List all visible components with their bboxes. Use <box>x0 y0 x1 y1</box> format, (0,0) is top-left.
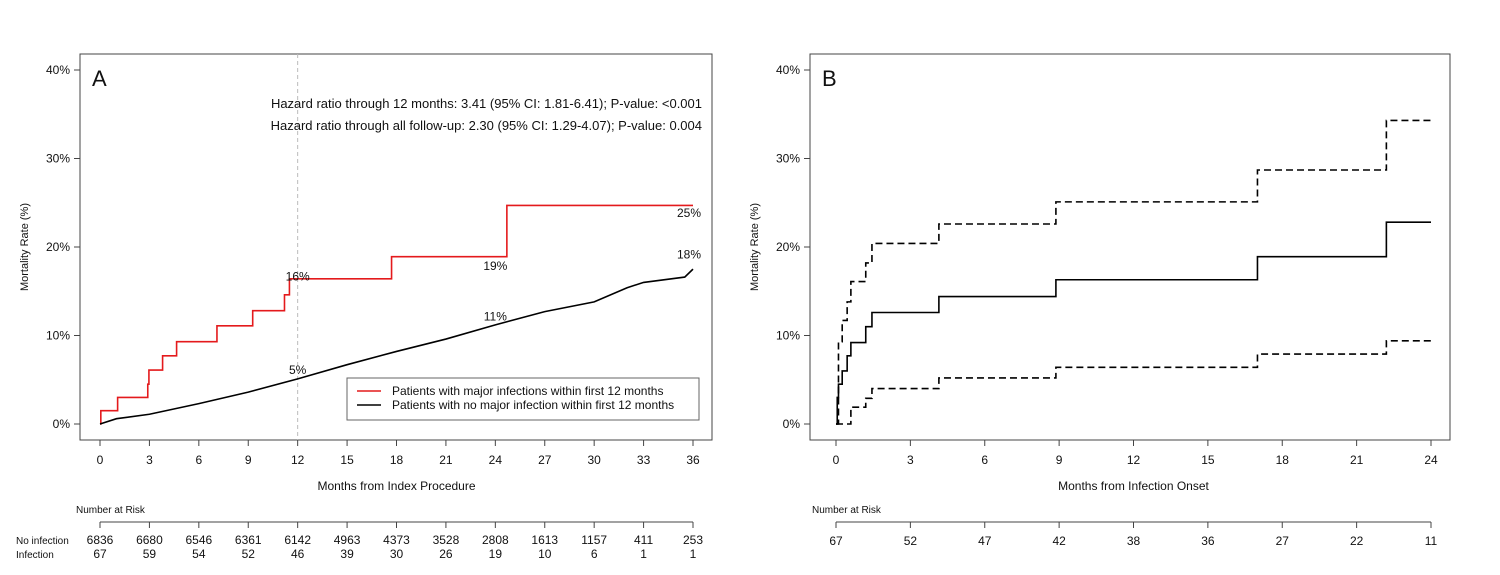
risk-value: 6680 <box>136 533 163 547</box>
risk-value: 38 <box>1127 534 1141 548</box>
x-tick-label: 21 <box>1350 453 1364 467</box>
risk-value: 253 <box>683 533 703 547</box>
risk-value: 1157 <box>581 533 607 547</box>
risk-row-label: No infection <box>16 536 69 547</box>
point-label: 18% <box>677 248 701 262</box>
risk-value: 6142 <box>284 533 311 547</box>
risk-value: 4373 <box>383 533 410 547</box>
x-tick-label: 3 <box>146 453 153 467</box>
risk-value: 411 <box>634 533 653 547</box>
risk-value: 1 <box>640 547 647 561</box>
risk-value: 52 <box>904 534 918 548</box>
y-axis-label: Mortality Rate (%) <box>19 203 31 291</box>
risk-value: 6361 <box>235 533 262 547</box>
x-axis-label: Months from Index Procedure <box>317 479 475 493</box>
risk-value: 52 <box>242 547 256 561</box>
x-tick-label: 6 <box>981 453 988 467</box>
x-tick-label: 21 <box>439 453 453 467</box>
legend <box>346 377 700 421</box>
y-tick-label: 30% <box>46 152 70 166</box>
risk-value: 10 <box>538 547 552 561</box>
x-tick-label: 18 <box>1276 453 1290 467</box>
y-tick-label: 10% <box>46 329 70 343</box>
x-tick-label: 3 <box>907 453 914 467</box>
x-tick-label: 24 <box>1424 453 1438 467</box>
x-tick-label: 0 <box>97 453 104 467</box>
series-line-1 <box>836 119 1431 425</box>
risk-value: 11 <box>1425 534 1438 548</box>
series-line-2 <box>836 340 1431 425</box>
risk-value: 6 <box>591 547 598 561</box>
x-tick-label: 9 <box>245 453 252 467</box>
x-tick-label: 27 <box>538 453 552 467</box>
y-tick-label: 40% <box>46 63 70 77</box>
y-tick-label: 0% <box>53 417 71 431</box>
legend-entry: Patients with major infections within fi… <box>392 384 663 398</box>
y-tick-label: 20% <box>776 240 800 254</box>
y-tick-label: 0% <box>783 417 801 431</box>
series-line-0 <box>836 221 1431 425</box>
risk-value: 39 <box>340 547 354 561</box>
point-label: 5% <box>289 363 307 377</box>
risk-value: 47 <box>978 534 992 548</box>
panel-label: B <box>822 66 837 91</box>
risk-value: 26 <box>439 547 453 561</box>
point-label: 11% <box>484 310 507 324</box>
hazard-ratio-annotation: Hazard ratio through all follow-up: 2.30… <box>271 118 702 133</box>
y-axis-label: Mortality Rate (%) <box>749 203 761 291</box>
point-label: 25% <box>677 206 701 220</box>
x-axis-label: Months from Infection Onset <box>1058 479 1209 493</box>
x-tick-label: 36 <box>686 453 700 467</box>
plot-frame <box>809 53 1451 441</box>
point-label: 16% <box>286 269 310 283</box>
point-label: 19% <box>483 259 507 273</box>
risk-value: 36 <box>1201 534 1215 548</box>
risk-value: 6836 <box>87 533 114 547</box>
risk-value: 59 <box>143 547 157 561</box>
risk-value: 3528 <box>433 533 460 547</box>
risk-value: 30 <box>390 547 404 561</box>
panel-A: A0%10%20%30%40%Mortality Rate (%)0 3 6 9 12 1… <box>16 53 713 561</box>
x-tick-label: 9 <box>1056 453 1063 467</box>
legend-entry: Patients with no major infection within … <box>392 398 674 412</box>
risk-value: 2808 <box>482 533 509 547</box>
risk-table-title: Number at Risk <box>812 505 882 516</box>
x-tick-label: 15 <box>340 453 354 467</box>
x-tick-label: 24 <box>489 453 503 467</box>
y-tick-label: 20% <box>46 240 70 254</box>
x-tick-label: 12 <box>291 453 305 467</box>
risk-value: 42 <box>1052 534 1066 548</box>
risk-table-title: Number at Risk <box>76 505 146 516</box>
risk-value: 4963 <box>334 533 361 547</box>
y-tick-label: 40% <box>776 63 800 77</box>
risk-value: 46 <box>291 547 305 561</box>
risk-value: 6546 <box>185 533 212 547</box>
risk-value: 27 <box>1276 534 1290 548</box>
risk-value: 67 <box>93 547 107 561</box>
x-tick-label: 6 <box>195 453 202 467</box>
risk-value: 1613 <box>531 533 558 547</box>
series-line-1 <box>99 268 694 425</box>
series-line-0 <box>100 204 693 425</box>
x-tick-label: 18 <box>390 453 404 467</box>
y-tick-label: 10% <box>776 329 800 343</box>
x-tick-label: 33 <box>637 453 651 467</box>
y-tick-label: 30% <box>776 152 800 166</box>
risk-value: 67 <box>829 534 843 548</box>
x-tick-label: 15 <box>1201 453 1215 467</box>
panel-label: A <box>92 66 107 91</box>
x-tick-label: 30 <box>587 453 601 467</box>
risk-value: 22 <box>1350 534 1364 548</box>
x-tick-label: 12 <box>1127 453 1141 467</box>
panel-B: B0%10%20%30%40%Mortality Rate (%)0 3 6 9 12 1… <box>749 53 1451 548</box>
risk-value: 1 <box>690 547 697 561</box>
risk-row-label: Infection <box>16 550 54 561</box>
x-tick-label: 0 <box>833 453 840 467</box>
risk-value: 19 <box>489 547 503 561</box>
risk-value: 54 <box>192 547 206 561</box>
hazard-ratio-annotation: Hazard ratio through 12 months: 3.41 (95… <box>271 96 702 111</box>
